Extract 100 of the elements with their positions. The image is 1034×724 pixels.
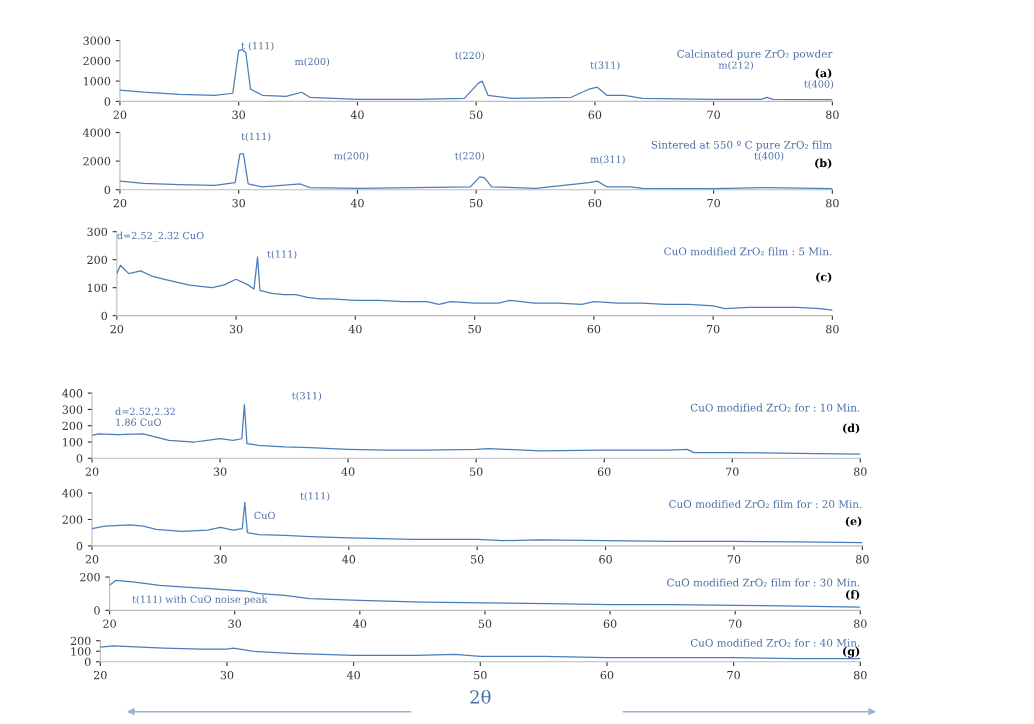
x-tick-label: 80 — [853, 619, 867, 628]
y-tick-label: 400 — [62, 489, 83, 498]
annotation: t(111) — [300, 491, 330, 501]
annotation: m(311) — [590, 155, 625, 165]
x-tick-label: 70 — [726, 467, 739, 476]
y-tick-label: 0 — [76, 454, 83, 463]
x-tick-label: 70 — [706, 324, 720, 334]
annotation: m(212) — [718, 61, 753, 71]
annotation: (f) — [846, 589, 860, 601]
x-tick-label: 70 — [727, 555, 741, 564]
x-tick-label: 80 — [853, 670, 867, 680]
x-tick-label: 60 — [587, 324, 601, 334]
y-tick-label: 0 — [104, 97, 111, 106]
x-tick-label: 40 — [350, 198, 364, 208]
x-tick-label: 20 — [103, 619, 116, 628]
x-tick-label: 60 — [600, 670, 614, 680]
y-tick-label: 100 — [87, 283, 108, 293]
x-tick-label: 60 — [597, 467, 611, 476]
y-tick-label: 200 — [70, 636, 91, 646]
x-tick-label: 20 — [113, 198, 127, 208]
x-tick-label: 30 — [213, 467, 227, 476]
text: Calcinated pure ZrO₂ powder — [677, 49, 833, 60]
annotation: t(111) with CuO noise peak — [132, 595, 268, 605]
x-tick-label: 50 — [470, 198, 483, 208]
text: CuO modified ZrO₂ film : 5 Min. — [664, 247, 832, 256]
x-tick-label: 20 — [110, 324, 124, 334]
x-tick-label: 60 — [588, 198, 602, 208]
x-tick-label: 50 — [474, 670, 487, 680]
x-tick-label: 30 — [228, 619, 242, 628]
x-tick-label: 80 — [856, 555, 869, 564]
annotation: (a) — [815, 68, 832, 79]
y-tick-label: 200 — [80, 573, 100, 582]
x-tick-label: 60 — [603, 619, 617, 628]
x-tick-label: 40 — [350, 110, 364, 119]
annotation: d=2.52_2.32 CuO — [117, 231, 204, 242]
x-tick-label: 40 — [341, 467, 355, 476]
x-axis-title: 2θ — [470, 689, 491, 704]
y-tick-label: 200 — [62, 421, 83, 431]
annotation: t(400) — [754, 151, 784, 161]
x-tick-label: 40 — [346, 670, 360, 680]
y-tick-label: 300 — [62, 405, 83, 414]
y-tick-label: 0 — [76, 541, 83, 551]
x-tick-label: 30 — [232, 110, 246, 119]
x-tick-label: 50 — [468, 324, 481, 334]
chart-title: CuO modified ZrO₂ film for : 30 Min. — [667, 578, 860, 587]
annotation: (c) — [816, 272, 832, 283]
x-tick-label: 80 — [826, 324, 839, 334]
y-tick-label: 200 — [87, 255, 108, 265]
x-tick-label: 40 — [342, 555, 356, 564]
x-tick-label: 70 — [727, 670, 740, 680]
y-tick-label: 3000 — [83, 36, 111, 45]
annotation: t(111) — [267, 250, 297, 260]
text: CuO modified ZrO₂ film for : 20 Min. — [669, 499, 862, 508]
x-tick-label: 60 — [588, 110, 602, 119]
annotation: t(111) — [241, 132, 271, 142]
annotation: t(311) — [292, 391, 322, 401]
x-tick-label: 70 — [729, 619, 742, 628]
annotation: CuO — [254, 511, 275, 520]
annotation: d=2.52,2.32 1.86 CuO — [115, 407, 175, 426]
annotation: (g) — [843, 646, 860, 658]
x-tick-label: 50 — [471, 555, 484, 564]
text: CuO modified ZrO₂ for : 10 Min. — [690, 403, 860, 412]
x-tick-label: 20 — [113, 110, 127, 119]
x-tick-label: 30 — [214, 555, 227, 564]
x-tick-label: 80 — [853, 467, 867, 476]
x-tick-label: 30 — [220, 670, 234, 680]
y-tick-label: 0 — [84, 657, 91, 667]
x-tick-label: 40 — [353, 619, 367, 628]
chart-title: CuO modified ZrO₂ for : 40 Min. — [690, 638, 860, 647]
annotation: t(220) — [455, 151, 485, 161]
y-tick-label: 100 — [63, 437, 83, 447]
annotation: (e) — [845, 516, 862, 527]
annotation: t (111) — [241, 41, 274, 51]
annotation: (b) — [815, 158, 832, 169]
text: Sintered at 550 º C pure ZrO₂ film — [651, 140, 833, 151]
x-tick-label: 60 — [599, 555, 612, 564]
y-tick-label: 2000 — [83, 56, 111, 66]
line-series — [92, 403, 861, 455]
x-tick-label: 50 — [478, 619, 492, 628]
y-tick-label: 400 — [62, 389, 83, 398]
x-tick-label: 80 — [826, 198, 839, 208]
annotation: t(400) — [804, 80, 834, 89]
y-tick-label: 0 — [94, 606, 100, 615]
annotation: t(220) — [455, 51, 485, 61]
x-tick-label: 80 — [826, 110, 839, 119]
annotation: t(311) — [590, 61, 620, 71]
x-tick-label: 40 — [348, 324, 362, 334]
x-tick-label: 20 — [93, 670, 107, 680]
x-tick-label: 50 — [470, 110, 483, 119]
x-tick-label: 30 — [232, 198, 246, 208]
y-tick-label: 200 — [62, 515, 83, 524]
line-series — [109, 579, 861, 608]
y-tick-label: 0 — [101, 311, 108, 321]
x-tick-label: 30 — [229, 324, 243, 334]
x-tick-label: 70 — [707, 110, 720, 119]
y-tick-label: 100 — [71, 647, 91, 656]
y-tick-label: 1000 — [83, 77, 111, 86]
annotation: m(200) — [334, 151, 369, 161]
y-tick-label: 0 — [104, 185, 111, 195]
y-tick-label: 300 — [87, 227, 108, 237]
